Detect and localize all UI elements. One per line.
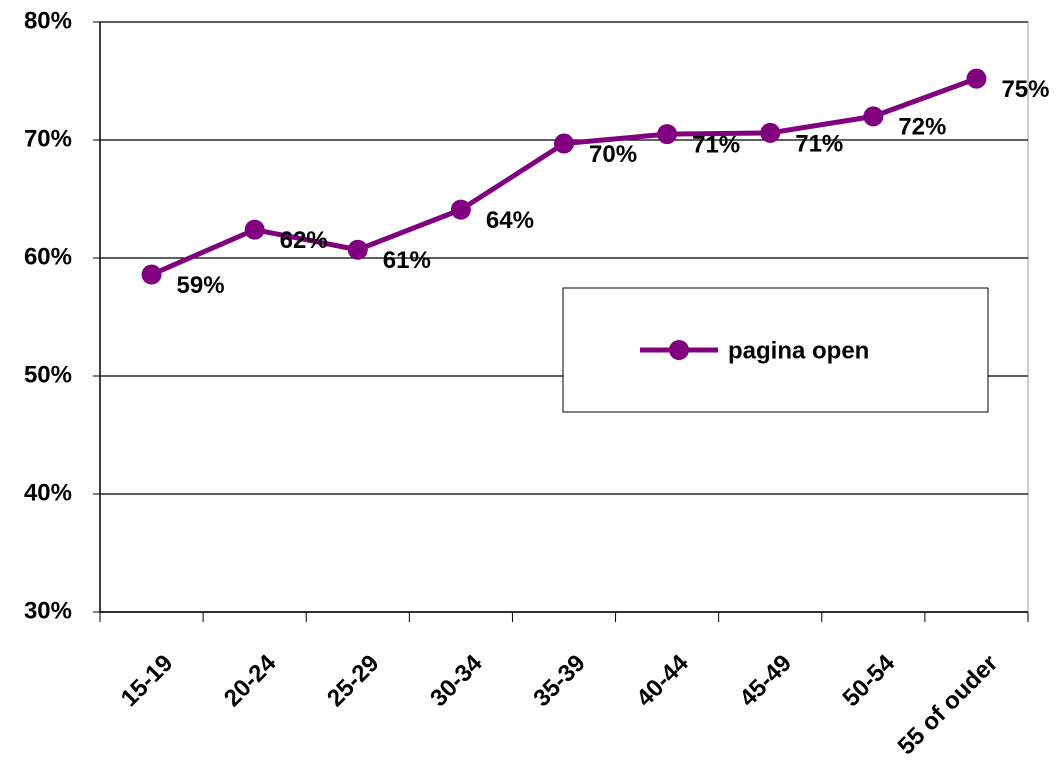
data-label: 75%: [1001, 76, 1049, 103]
x-tick-label: 35-39: [528, 650, 591, 713]
y-tick-label: 60%: [24, 243, 72, 270]
data-point: [554, 133, 574, 154]
y-tick-label: 50%: [24, 361, 72, 388]
data-point: [347, 239, 368, 260]
y-tick-label: 80%: [24, 7, 72, 34]
x-tick-label: 15-19: [116, 650, 179, 713]
data-label: 59%: [177, 272, 225, 299]
data-point: [657, 124, 678, 145]
legend-marker: [669, 340, 689, 360]
data-point: [863, 106, 884, 127]
data-point: [450, 199, 471, 220]
data-label: 64%: [486, 207, 534, 234]
legend-box: [562, 287, 989, 413]
x-tick-label: 55 of ouder: [893, 650, 1004, 761]
x-tick-label: 25-29: [322, 650, 385, 713]
x-tick-label: 45-49: [734, 650, 797, 713]
legend-label: pagina open: [728, 337, 869, 364]
data-point: [760, 122, 781, 143]
y-tick-label: 40%: [24, 479, 72, 506]
data-label: 71%: [795, 130, 843, 157]
data-point: [966, 68, 987, 89]
data-label: 61%: [383, 247, 431, 274]
y-tick-label: 30%: [24, 597, 72, 624]
data-point: [244, 219, 265, 240]
x-tick-label: 50-54: [838, 649, 901, 712]
data-label: 62%: [280, 227, 328, 254]
data-label: 70%: [589, 141, 637, 168]
data-label: 71%: [692, 131, 740, 158]
series-line: [150, 76, 978, 277]
y-tick-label: 70%: [24, 125, 72, 152]
x-tick-label: 30-34: [425, 649, 488, 712]
x-tick-label: 40-44: [631, 649, 694, 712]
data-label: 72%: [898, 114, 946, 141]
data-point: [141, 264, 162, 285]
x-tick-label: 20-24: [219, 649, 282, 712]
